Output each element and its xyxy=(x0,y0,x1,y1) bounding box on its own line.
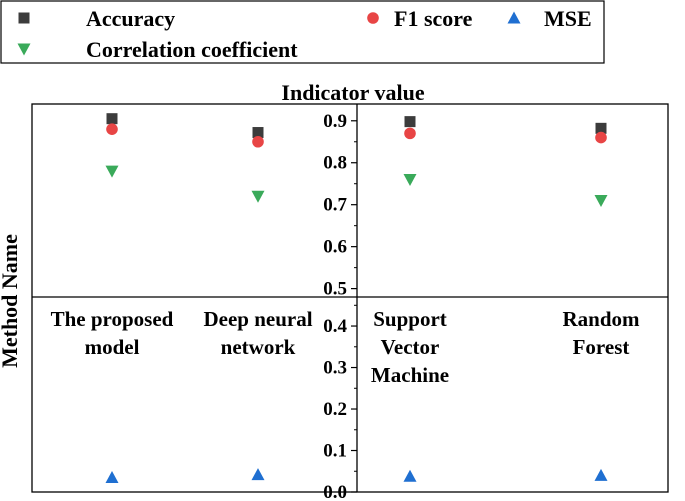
legend-label-mse: MSE xyxy=(544,6,592,31)
category-label-line: Forest xyxy=(573,335,630,359)
point-f1-score xyxy=(404,127,416,140)
category-label-line: model xyxy=(85,335,140,359)
legend-marker-f1-score xyxy=(367,12,379,24)
point-accuracy xyxy=(106,113,118,125)
tick-label-upper_panel-3: 0.8 xyxy=(323,153,347,174)
legend-marker-correlation-coefficient xyxy=(17,43,31,56)
point-mse xyxy=(251,468,265,481)
tick-label-upper_panel-2: 0.7 xyxy=(323,195,347,216)
category-label-line: Vector xyxy=(381,335,440,359)
point-accuracy xyxy=(404,116,416,128)
point-accuracy xyxy=(595,122,607,134)
point-mse xyxy=(594,468,608,481)
legend-marker-mse xyxy=(507,11,521,24)
point-correlation-coefficient xyxy=(251,190,265,203)
chart-title: Indicator value xyxy=(281,80,424,105)
category-label-line: Machine xyxy=(371,363,449,387)
tick-label-lower_panel-4: 0.4 xyxy=(323,316,347,337)
point-correlation-coefficient xyxy=(594,195,608,207)
legend-label-accuracy: Accuracy xyxy=(86,6,175,31)
tick-label-lower_panel-1: 0.1 xyxy=(323,441,347,462)
category-label: Random Forest xyxy=(562,307,640,359)
category-label-line: Random xyxy=(562,307,640,331)
category-label-line: network xyxy=(221,335,296,359)
tick-label-lower_panel-3: 0.3 xyxy=(323,358,347,379)
category-label: Deep neural network xyxy=(203,307,312,359)
point-f1-score xyxy=(595,131,607,144)
y-axis-label: Method Name xyxy=(0,234,22,368)
category-label-line: Deep neural xyxy=(203,307,312,331)
category-label: The proposed model xyxy=(51,307,174,359)
legend-marker-accuracy xyxy=(18,12,30,24)
tick-label-upper_panel-0: 0.5 xyxy=(323,279,347,300)
tick-label-upper_panel-1: 0.6 xyxy=(323,237,347,258)
legend: Accuracy F1 score MSE Correlation coefficie… xyxy=(0,0,605,64)
tick-label-lower_panel-2: 0.2 xyxy=(323,399,347,420)
point-f1-score xyxy=(252,135,264,148)
point-mse xyxy=(403,469,417,482)
point-correlation-coefficient xyxy=(105,165,119,178)
legend-label-f1-score: F1 score xyxy=(394,6,473,31)
point-mse xyxy=(105,470,119,483)
plot-frame xyxy=(31,103,669,493)
point-accuracy xyxy=(252,127,264,139)
tick-label-upper_panel-4: 0.9 xyxy=(323,111,347,132)
point-correlation-coefficient xyxy=(403,174,417,187)
category-label-line: Support xyxy=(373,307,447,331)
point-f1-score xyxy=(106,123,118,135)
tick-label-lower_panel-0: 0.0 xyxy=(323,482,347,501)
legend-frame xyxy=(0,0,605,64)
category-label: Support Vector Machine xyxy=(371,307,449,387)
category-label-line: The proposed xyxy=(51,307,174,331)
legend-label-correlation-coefficient: Correlation coefficient xyxy=(86,37,298,62)
